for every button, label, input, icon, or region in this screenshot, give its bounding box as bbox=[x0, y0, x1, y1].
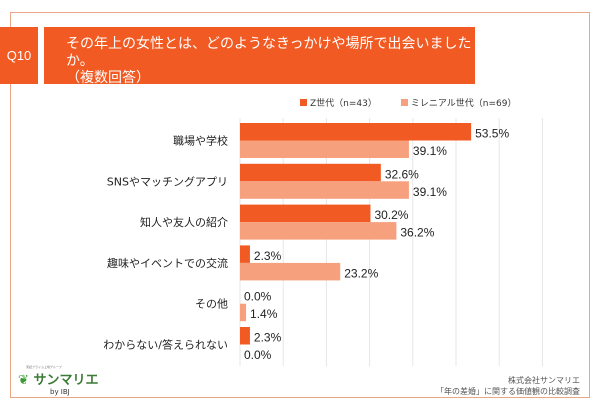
data-label: 0.0% bbox=[244, 290, 272, 304]
category-label: 職場や学校 bbox=[173, 134, 228, 148]
data-label: 23.2% bbox=[344, 266, 378, 280]
bar-millennial bbox=[240, 181, 409, 199]
legend-item-millennial: ミレニアル世代（n=69） bbox=[400, 96, 516, 109]
legend-item-z: Z世代（n=43） bbox=[300, 96, 377, 109]
data-label: 30.2% bbox=[374, 208, 408, 222]
bar-millennial bbox=[240, 140, 409, 158]
data-label: 2.3% bbox=[254, 249, 282, 263]
category-label: 趣味やイベントでの交流 bbox=[107, 256, 228, 270]
bar-millennial bbox=[240, 303, 247, 322]
legend-swatch bbox=[300, 99, 307, 106]
title-line-1: その年上の女性とは、どのようなきっかけや場所で出会いましたか。 bbox=[66, 36, 472, 69]
legend-swatch bbox=[400, 99, 408, 106]
leaf-icon: ❦ bbox=[18, 373, 29, 388]
category-label: その他 bbox=[195, 298, 228, 311]
category-label: SNSやマッチングアプリ bbox=[107, 174, 228, 188]
data-label: 0.0% bbox=[244, 348, 272, 362]
source-credit: 株式会社サンマリエ 「年の差婚」に関する価値観の比較調査 bbox=[436, 376, 580, 396]
data-label: 39.1% bbox=[413, 144, 447, 158]
question-number: Q10 bbox=[0, 27, 38, 84]
title-line-2: （複数回答） bbox=[66, 70, 150, 86]
data-label: 1.4% bbox=[250, 307, 278, 321]
legend: Z世代（n=43） ミレニアル世代（n=69） bbox=[300, 96, 516, 109]
data-label: 32.6% bbox=[385, 167, 419, 181]
question-title: その年上の女性とは、どのようなきっかけや場所で出会いましたか。 （複数回答） bbox=[44, 27, 475, 86]
data-label: 36.2% bbox=[400, 226, 434, 240]
data-label: 53.5% bbox=[475, 127, 509, 141]
bar-z-gen bbox=[240, 245, 250, 263]
chart-frame bbox=[10, 12, 590, 398]
bar-millennial bbox=[240, 262, 341, 281]
bar-millennial bbox=[240, 222, 397, 240]
data-label: 2.3% bbox=[254, 331, 282, 345]
bar-z-gen bbox=[240, 123, 472, 141]
bar-z-gen bbox=[240, 163, 381, 182]
data-label: 39.1% bbox=[413, 185, 447, 199]
sunmarie-logo: 東証プライム上場グループ ❦ サンマリエ by IBJ bbox=[18, 365, 99, 396]
bar-z-gen bbox=[240, 204, 371, 223]
category-label: 知人や友人の紹介 bbox=[140, 215, 228, 229]
bar-z-gen bbox=[240, 327, 250, 345]
category-label: わからない/答えられない bbox=[103, 338, 228, 352]
